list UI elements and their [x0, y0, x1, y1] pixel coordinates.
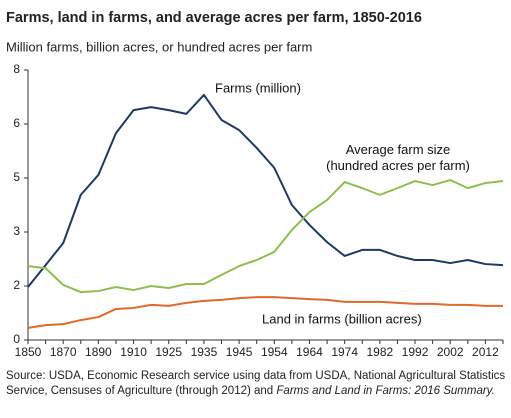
x-tick-label: 1925	[155, 345, 182, 359]
series-line	[27, 296, 503, 329]
x-tick-label: 1850	[15, 345, 42, 359]
x-tick-label: 1870	[50, 345, 77, 359]
x-tick-label: 1935	[191, 345, 218, 359]
y-tick-label: 5	[13, 170, 20, 184]
chart-title: Farms, land in farms, and average acres …	[6, 10, 422, 26]
y-tick-label: 0	[13, 332, 20, 346]
chart-subtitle: Million farms, billion acres, or hundred…	[6, 39, 312, 54]
x-tick-label: 2012	[472, 345, 499, 359]
series-label: Land in farms (billion acres)	[262, 311, 422, 326]
series-line	[27, 93, 504, 288]
source-text: Source: USDA, Economic Research service …	[6, 370, 506, 397]
x-tick-label: 1974	[331, 345, 358, 359]
x-tick-label: 1890	[85, 345, 112, 359]
series-line	[27, 179, 504, 294]
x-tick-label: 1910	[120, 345, 147, 359]
x-tick-label: 1982	[367, 345, 394, 359]
y-tick-label: 3	[13, 224, 20, 238]
source-title: Farms and Land in Farms: 2016 Summary.	[276, 385, 495, 397]
x-tick-label: 1954	[261, 345, 288, 359]
y-tick-label: 6	[13, 116, 20, 130]
y-tick-label: 8	[13, 62, 20, 76]
x-tick-label: 1945	[226, 345, 253, 359]
series-label: Farms (million)	[215, 80, 301, 95]
series-label: Average farm size (hundred acres per far…	[326, 142, 470, 173]
source-note: Source: USDA, Economic Research service …	[6, 369, 506, 399]
x-tick-label: 1992	[402, 345, 429, 359]
x-tick-label: 1964	[296, 345, 323, 359]
x-tick-label: 2002	[437, 345, 464, 359]
y-tick-label: 2	[13, 278, 20, 292]
